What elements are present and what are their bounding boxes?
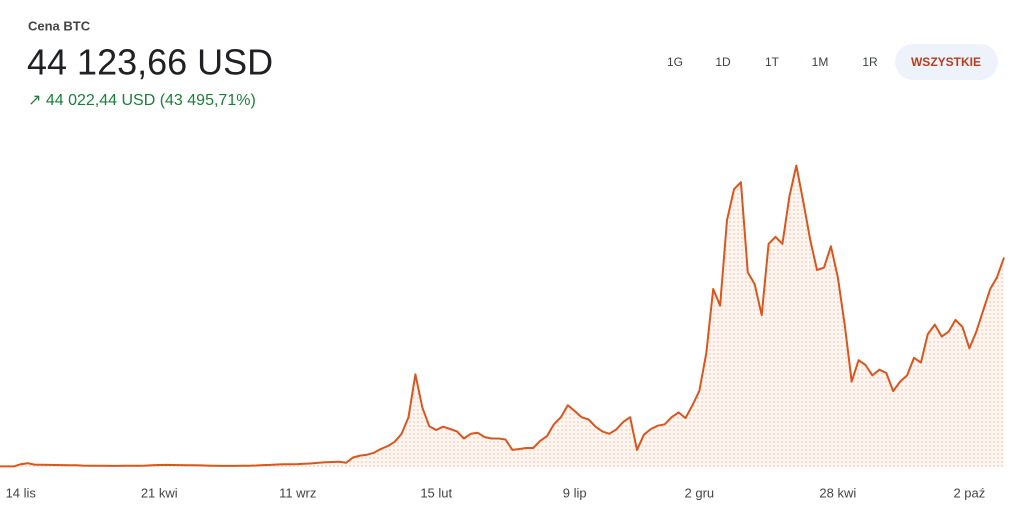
range-button[interactable]: 1T — [765, 55, 780, 69]
area — [0, 165, 1004, 467]
x-tick-label: 21 kwi — [141, 485, 178, 500]
range-button[interactable]: 1D — [715, 55, 731, 69]
x-tick-label: 9 lip — [563, 485, 587, 500]
x-tick-label: 11 wrz — [279, 485, 316, 500]
range-button[interactable]: 1R — [862, 55, 878, 69]
range-button[interactable]: 1M — [812, 55, 829, 69]
x-tick-label: 14 lis — [6, 485, 37, 500]
price-change: ↗ 44 022,44 USD (43 495,71%) — [28, 92, 256, 109]
price: 44 123,66 USD — [27, 42, 273, 83]
active-range-bg — [895, 44, 998, 80]
range-button[interactable]: WSZYSTKIE — [911, 55, 981, 69]
x-tick-label: 15 lut — [420, 485, 452, 500]
x-tick-label: 28 kwi — [819, 485, 856, 500]
x-tick-label: 2 gru — [685, 485, 715, 500]
price-line — [0, 164, 1005, 468]
x-tick-label: 2 paź — [953, 485, 985, 500]
asset-label: Cena BTC — [28, 18, 91, 33]
range-button[interactable]: 1G — [667, 55, 683, 69]
